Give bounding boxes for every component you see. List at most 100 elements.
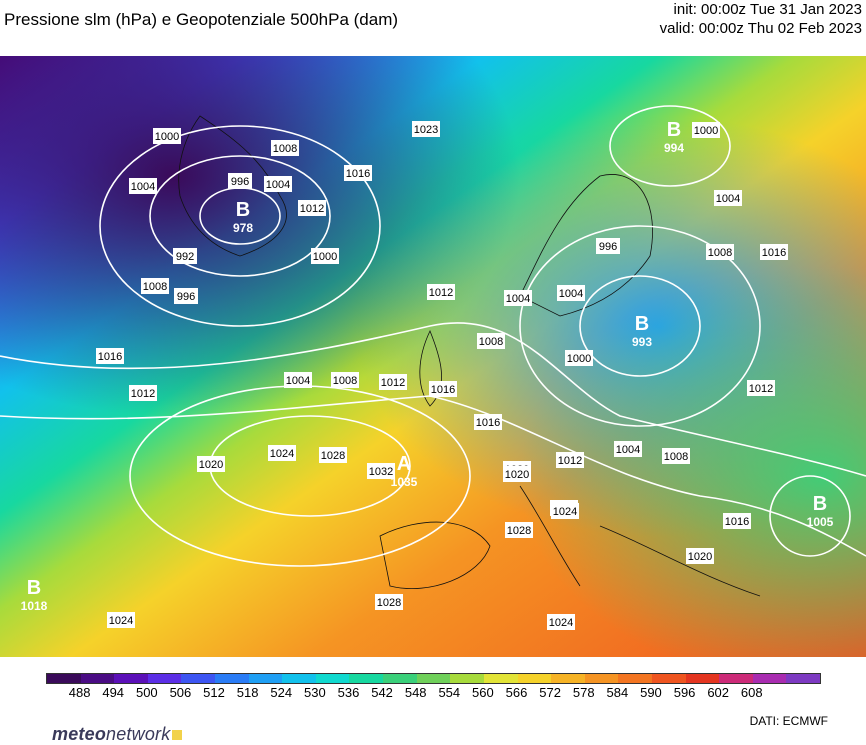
pressure-center-low: B 1005: [807, 493, 834, 529]
pressure-center-high: A 1035: [391, 453, 418, 489]
colorbar-swatch: [517, 674, 552, 683]
svg-text:993: 993: [632, 335, 652, 349]
colorbar-swatch: [383, 674, 417, 683]
pressure-center-low: B 994: [664, 119, 684, 155]
svg-text:1005: 1005: [807, 515, 834, 529]
logo-suffix: network: [106, 724, 171, 744]
isobar-label: 992: [176, 251, 194, 263]
colorbar-tick-label: 578: [572, 685, 595, 700]
isobar-label: 1024: [553, 506, 577, 518]
isobar-label: 1012: [749, 383, 773, 395]
colorbar-tick-label: 596: [673, 685, 696, 700]
isobar-label: 1016: [476, 417, 500, 429]
colorbar-ticks: 488 494 500 506 512 518 524 530 536 542 548 554 560 5…: [46, 685, 819, 701]
isobar-label: 1004: [131, 181, 155, 193]
svg-text:1018: 1018: [21, 599, 48, 613]
isobar-label: 1012: [429, 287, 453, 299]
isobar-label: 1000: [694, 125, 718, 137]
balkans-coast: [599, 525, 761, 597]
isobar-label: 1016: [431, 384, 455, 396]
svg-text:B: B: [236, 199, 250, 221]
isobar-label: 1023: [414, 124, 438, 136]
isobar-1020: [0, 395, 866, 557]
run-info: init: 00:00z Tue 31 Jan 2023 valid: 00:0…: [660, 0, 862, 38]
isobar-label: 1000: [155, 131, 179, 143]
isobar-label: 996: [231, 176, 249, 188]
meteonetwork-logo: meteonetwork: [52, 724, 183, 745]
colorbar-tick-label: 590: [640, 685, 662, 700]
isobar-label: 1016: [762, 247, 786, 259]
isobar-label: 1004: [616, 444, 640, 456]
isobar-label: 1008: [708, 247, 732, 259]
colorbar-swatch: [651, 674, 686, 683]
isobar-label: 1012: [131, 388, 155, 400]
colorbar-tick-label: 602: [707, 685, 730, 700]
isobar-label: 1016: [346, 168, 370, 180]
colorbar-swatch: [416, 674, 451, 683]
scandinavia: [519, 174, 653, 317]
weather-map: 1000 1004 1008 996 992 996 1004 1008 101…: [0, 56, 866, 657]
colorbar-swatch: [685, 674, 720, 683]
svg-text:B: B: [813, 493, 827, 515]
colorbar-swatch: [215, 674, 249, 683]
colorbar-tick-label: 494: [102, 685, 125, 700]
isobar-label: 1000: [313, 251, 337, 263]
svg-text:994: 994: [664, 141, 684, 155]
british-isles: [419, 330, 442, 407]
pressure-center-low: B 1018: [21, 577, 48, 613]
colorbar-tick-label: 560: [472, 685, 494, 700]
pressure-centers: B 978 B 994 B 993 A 1035 B 1005 B 1018: [21, 119, 834, 613]
isobar-label: 1004: [559, 288, 583, 300]
isobar-label: 1008: [479, 336, 503, 348]
colorbar-swatch: [483, 674, 518, 683]
isobar-label: 1028: [507, 525, 531, 537]
isobar-labels: 1000 1004 1008 996 992 996 1004 1008 101…: [96, 121, 788, 630]
isobar-label: 1032: [369, 466, 393, 478]
pressure-center-low: B 978: [233, 199, 253, 235]
colorbar-tick-label: 518: [236, 685, 259, 700]
isobar-label: 1012: [300, 203, 324, 215]
svg-text:B: B: [27, 577, 41, 599]
isobar-1004: [99, 125, 381, 327]
isobar-1016: [0, 322, 866, 477]
isobar-label: 1020: [199, 459, 223, 471]
iberia: [379, 521, 491, 589]
isobar-label: 1028: [321, 450, 345, 462]
isobar-label: 1004: [286, 375, 310, 387]
isobar-label: 1008: [333, 375, 357, 387]
colorbar-swatch: [618, 674, 652, 683]
colorbar-swatch: [147, 674, 182, 683]
colorbar-tick-label: 536: [337, 685, 360, 700]
colorbar-tick-label: 530: [304, 685, 326, 700]
isobar-996-east: [579, 275, 701, 377]
isobar-label: 1016: [725, 516, 749, 528]
italy: [519, 485, 581, 587]
colorbar-tick-label: 488: [68, 685, 91, 700]
colorbar-tick-label: 608: [740, 685, 763, 700]
isobar-label: 1016: [98, 351, 122, 363]
isobar-label: 1008: [664, 451, 688, 463]
init-time: init: 00:00z Tue 31 Jan 2023: [673, 1, 862, 18]
colorbar-tick-label: 506: [169, 685, 192, 700]
svg-text:A: A: [397, 453, 411, 475]
colorbar-swatch: [584, 674, 619, 683]
pressure-center-low: B 993: [632, 313, 652, 349]
colorbar-tick-label: 566: [505, 685, 528, 700]
isobar-label: 1020: [688, 551, 712, 563]
colorbar-swatch: [181, 674, 216, 683]
colorbar-tick-label: 548: [404, 685, 427, 700]
logo-prefix: meteo: [52, 724, 107, 744]
isobar-label: 1012: [558, 455, 582, 467]
isobar-label: 996: [177, 291, 195, 303]
isobar-label: 1024: [270, 448, 294, 460]
isobar-label: 1008: [273, 143, 297, 155]
isobar-994: [609, 105, 731, 187]
logo-square-icon: [172, 730, 183, 740]
isobar-992: [149, 155, 331, 277]
colorbar-swatch: [719, 674, 753, 683]
svg-text:B: B: [667, 119, 681, 141]
isobar-1005: [769, 475, 851, 557]
data-source: DATI: ECMWF: [749, 714, 828, 728]
colorbar-swatch: [80, 674, 115, 683]
valid-time: valid: 00:00z Thu 02 Feb 2023: [659, 20, 862, 37]
